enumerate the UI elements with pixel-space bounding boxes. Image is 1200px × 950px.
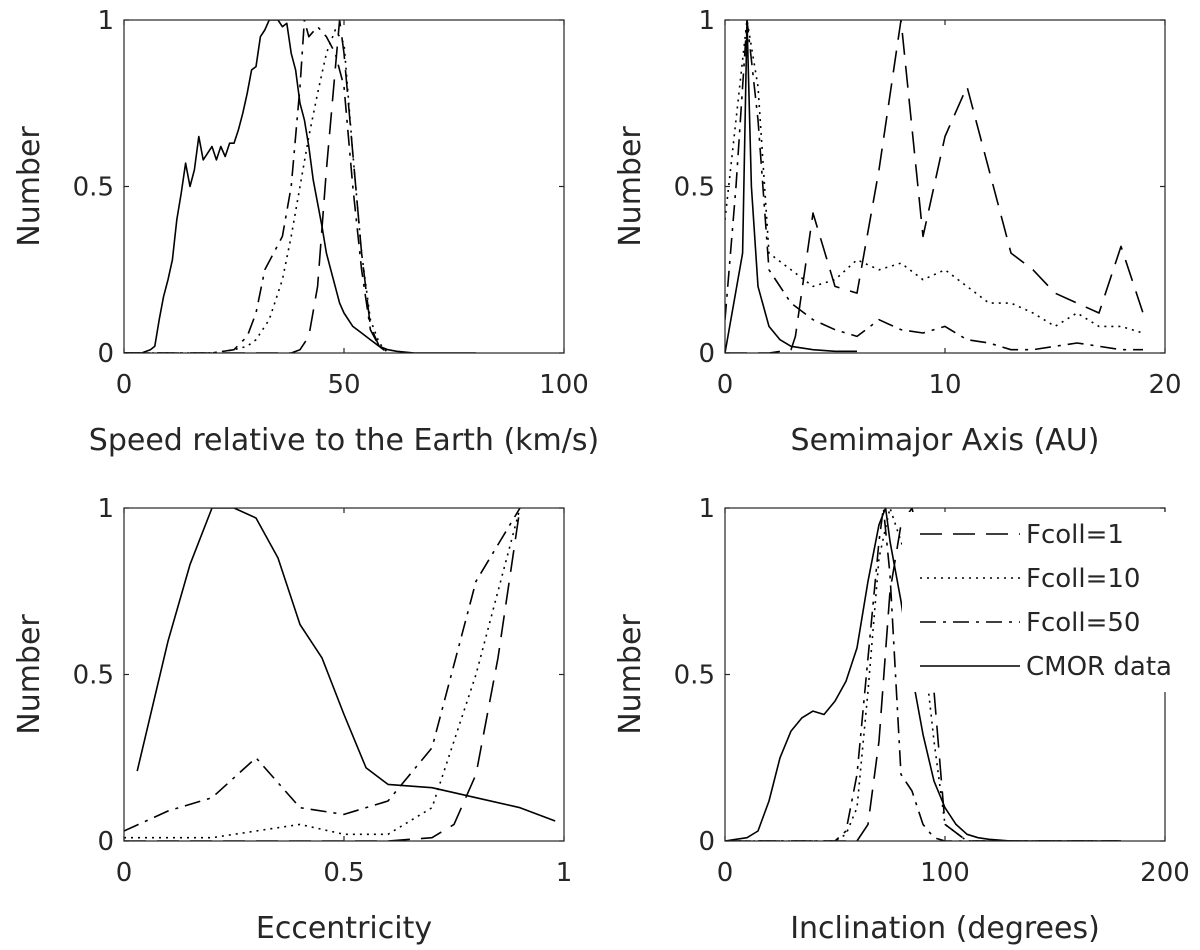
x-tick-label: 100: [539, 370, 589, 400]
legend-background: [902, 512, 1198, 692]
y-tick-label: 0: [97, 339, 114, 369]
series-line-fcoll-1: [725, 20, 1144, 353]
series-line-fcoll-50: [124, 508, 521, 832]
y-axis-label: Number: [12, 614, 47, 735]
legend-label: CMOR data: [1026, 652, 1172, 682]
series-line-fcoll-10: [725, 508, 1121, 841]
series-line-fcoll-1: [124, 508, 521, 841]
x-axis-label: Inclination (degrees): [790, 911, 1100, 946]
y-tick-label: 0.5: [73, 661, 114, 691]
chart-panel-4: 0 100 200 0 0.5 1 Inclination (degrees) Number F…: [613, 494, 1198, 946]
series-line-cmor-data: [136, 508, 556, 822]
series-line-fcoll-50: [725, 20, 1143, 351]
y-tick-label: 0.5: [73, 173, 114, 203]
y-axis-label: Number: [12, 126, 47, 247]
series-group: [124, 20, 476, 353]
legend: Fcoll=1 Fcoll=10 Fcoll=50 CMOR data: [902, 512, 1198, 692]
series-line-fcoll-10: [124, 29, 389, 353]
x-axis-label: Semimajor Axis (AU): [791, 423, 1100, 458]
y-tick-label: 0.5: [674, 661, 715, 691]
x-axis-label: Eccentricity: [256, 911, 432, 946]
legend-label: Fcoll=50: [1026, 608, 1140, 638]
y-axis-label: Number: [613, 126, 648, 247]
y-tick-label: 0: [97, 827, 114, 857]
chart-panel-2: 0 10 20 0 0.5 1 Semimajor Axis (AU) Number: [613, 6, 1182, 458]
x-tick-label: 200: [1140, 858, 1190, 888]
series-line-cmor-data: [124, 20, 476, 353]
x-tick-label: 0: [717, 370, 734, 400]
x-tick-label: 0: [116, 858, 133, 888]
series-line-fcoll-10: [124, 508, 521, 839]
y-tick-label: 1: [97, 494, 114, 524]
series-line-fcoll-50: [124, 20, 389, 353]
y-axis-label: Number: [613, 614, 648, 735]
y-tick-label: 1: [698, 494, 715, 524]
x-tick-label: 1: [556, 858, 573, 888]
chart-panel-3: 0 0.5 1 0 0.5 1 Eccentricity Number: [12, 494, 572, 946]
series-line-cmor-data: [725, 20, 857, 353]
series-group: [124, 508, 556, 841]
y-tick-label: 0: [698, 339, 715, 369]
x-tick-label: 100: [920, 858, 970, 888]
y-tick-label: 0.5: [674, 173, 715, 203]
plot-frame: [724, 19, 1166, 354]
x-tick-label: 20: [1148, 370, 1181, 400]
series-group: [725, 20, 1144, 353]
chart-panel-1: 0 50 100 0 0.5 1 Speed relative to the Earth (…: [12, 6, 599, 458]
x-tick-label: 0: [116, 370, 133, 400]
series-line-fcoll-1: [124, 20, 389, 353]
series-line-cmor-data: [725, 508, 1121, 841]
legend-label: Fcoll=1: [1026, 520, 1124, 550]
x-tick-label: 10: [928, 370, 961, 400]
x-tick-label: 50: [327, 370, 360, 400]
x-tick-label: 0: [717, 858, 734, 888]
series-line-fcoll-50: [725, 508, 1121, 841]
series-line-fcoll-10: [725, 20, 1144, 334]
x-axis-label: Speed relative to the Earth (km/s): [89, 423, 599, 458]
legend-label: Fcoll=10: [1026, 564, 1140, 594]
y-tick-label: 1: [698, 6, 715, 36]
x-tick-label: 0.5: [323, 858, 364, 888]
plot-frame: [123, 507, 565, 842]
y-tick-label: 1: [97, 6, 114, 36]
y-tick-label: 0: [698, 827, 715, 857]
